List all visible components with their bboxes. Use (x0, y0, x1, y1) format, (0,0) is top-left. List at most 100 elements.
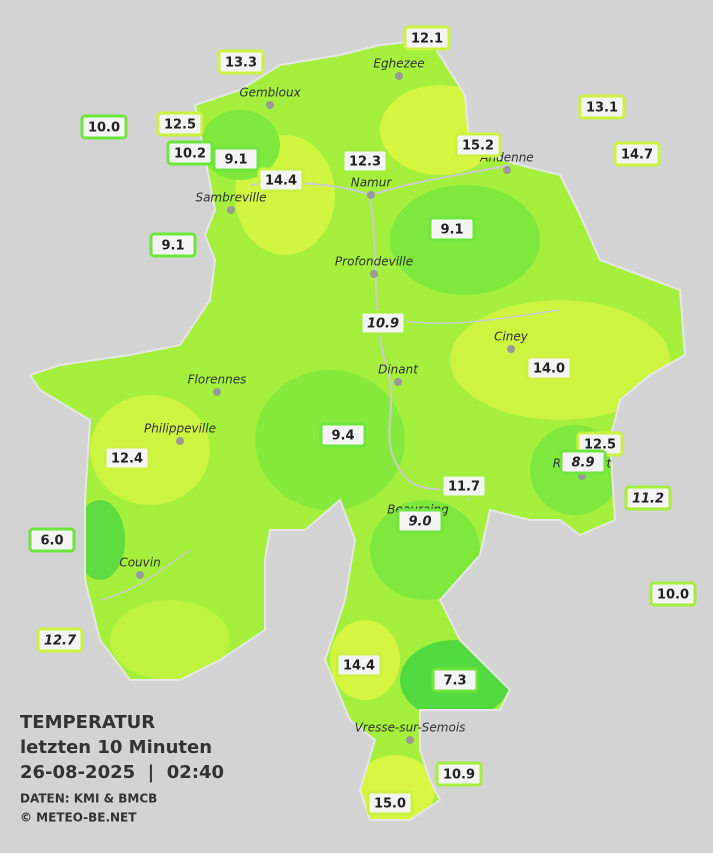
station-value: 7.3 (443, 674, 466, 689)
station: 8.9 (559, 449, 607, 475)
city-name: Sambreville (195, 191, 266, 205)
station: 10.2 (166, 140, 214, 166)
station-box (396, 508, 444, 534)
copyright: © METEO-BE.NET (20, 811, 137, 825)
station-box (428, 216, 476, 242)
station-value: 9.0 (408, 515, 431, 530)
station-box (166, 140, 214, 166)
station: 13.1 (578, 94, 626, 120)
station-value: 14.7 (621, 148, 653, 163)
city-dot (406, 736, 414, 744)
station-value: 12.1 (411, 32, 443, 47)
station-value: 10.2 (174, 147, 206, 162)
city-dot (227, 206, 235, 214)
station-box (28, 527, 76, 553)
station-value: 11.2 (632, 492, 664, 507)
city-name: Dinant (378, 363, 419, 377)
station: 10.0 (80, 114, 128, 140)
subtitle: letzten 10 Minuten (20, 737, 212, 758)
source: DATEN: KMI & BMCB (20, 792, 157, 806)
station: 10.9 (435, 761, 483, 787)
station-value: 9.1 (440, 223, 463, 238)
station-value: 13.1 (586, 101, 618, 116)
station: 14.0 (525, 355, 573, 381)
station-box (319, 422, 367, 448)
city-dot (507, 345, 515, 353)
station: 15.0 (366, 790, 414, 816)
station-box (149, 232, 197, 258)
station: 9.1 (149, 232, 197, 258)
station: 11.2 (624, 485, 672, 511)
station-box (212, 146, 260, 172)
city-dot (394, 378, 402, 386)
station: 10.0 (649, 581, 697, 607)
city-dot (213, 388, 221, 396)
station: 12.5 (576, 431, 624, 457)
station: 14.7 (613, 141, 661, 167)
station: 7.3 (431, 667, 479, 693)
station: 9.1 (428, 216, 476, 242)
station-box (103, 445, 151, 471)
station: 9.0 (396, 508, 444, 534)
city-dot (266, 101, 274, 109)
station-box (454, 132, 502, 158)
city-name: Eghezee (373, 57, 424, 71)
station-value: 13.3 (225, 56, 257, 71)
station-box (359, 310, 407, 336)
city-name: Couvin (119, 556, 160, 570)
station-value: 15.0 (374, 797, 406, 812)
station-value: 12.5 (164, 118, 196, 133)
station-value: 10.9 (443, 768, 475, 783)
station-value: 11.7 (448, 480, 480, 495)
station-box (624, 485, 672, 511)
station-box (403, 25, 451, 51)
station-value: 12.4 (111, 452, 143, 467)
station-value: 14.4 (265, 174, 297, 189)
station-box (649, 581, 697, 607)
station-box (366, 790, 414, 816)
station-value: 10.9 (367, 317, 399, 332)
station-value: 14.4 (343, 659, 375, 674)
station: 9.4 (319, 422, 367, 448)
city-dot (503, 166, 511, 174)
station: 12.1 (403, 25, 451, 51)
station: 6.0 (28, 527, 76, 553)
station: 10.9 (359, 310, 407, 336)
station-value: 12.7 (44, 634, 77, 649)
station-value: 15.2 (462, 139, 494, 154)
station-box (613, 141, 661, 167)
station-box (578, 94, 626, 120)
station-value: 9.1 (161, 239, 184, 254)
station: 15.2 (454, 132, 502, 158)
station-box (36, 627, 84, 653)
station-value: 10.0 (88, 121, 120, 136)
station-box (257, 167, 305, 193)
city-name: Philippeville (144, 422, 216, 436)
station-box (341, 148, 389, 174)
city-name: Ciney (494, 330, 529, 344)
station: 13.3 (217, 49, 265, 75)
station: 12.5 (156, 111, 204, 137)
city-dot (370, 270, 378, 278)
station: 14.4 (335, 652, 383, 678)
city-dot (176, 437, 184, 445)
datetime: 26-08-2025 | 02:40 (20, 762, 224, 783)
city-dot (395, 72, 403, 80)
city-name: Gembloux (239, 86, 301, 100)
station-value: 10.0 (657, 588, 689, 603)
station: 12.3 (341, 148, 389, 174)
city-dot (136, 571, 144, 579)
station-value: 12.3 (349, 155, 381, 170)
station: 12.7 (36, 627, 84, 653)
station: 9.1 (212, 146, 260, 172)
station-box (80, 114, 128, 140)
city-dot (367, 191, 375, 199)
city-name: Profondeville (335, 255, 413, 269)
station-box (435, 761, 483, 787)
station-value: 9.4 (331, 429, 354, 444)
city-name: Vresse-sur-Semois (355, 721, 466, 735)
title: TEMPERATUR (20, 712, 155, 733)
city-name: Florennes (188, 373, 247, 387)
city-name: Namur (351, 176, 393, 190)
station-box (440, 473, 488, 499)
